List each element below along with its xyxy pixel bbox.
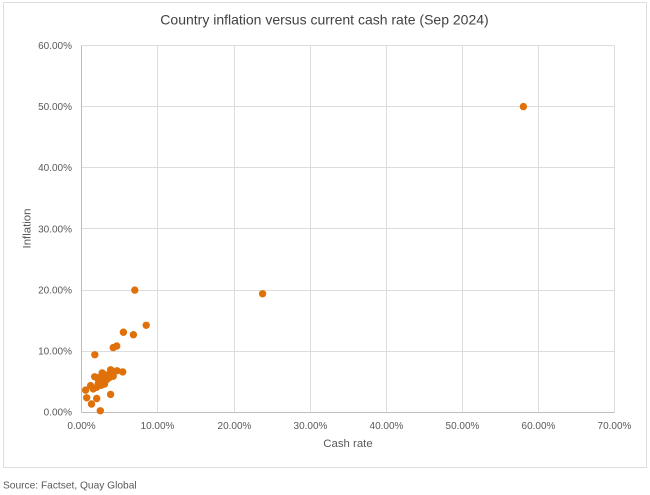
svg-text:30.00%: 30.00% bbox=[294, 421, 328, 432]
svg-text:40.00%: 40.00% bbox=[38, 163, 72, 174]
svg-text:60.00%: 60.00% bbox=[38, 41, 72, 52]
svg-text:Inflation: Inflation bbox=[22, 209, 34, 249]
svg-text:Country inflation versus curre: Country inflation versus current cash ra… bbox=[160, 12, 488, 28]
svg-text:40.00%: 40.00% bbox=[370, 421, 404, 432]
svg-text:30.00%: 30.00% bbox=[38, 224, 72, 235]
svg-text:0.00%: 0.00% bbox=[44, 408, 72, 419]
svg-text:10.00%: 10.00% bbox=[38, 347, 72, 358]
svg-text:Cash rate: Cash rate bbox=[323, 438, 372, 450]
svg-text:Source: Factset, Quay Global: Source: Factset, Quay Global bbox=[3, 481, 137, 492]
svg-text:10.00%: 10.00% bbox=[141, 421, 175, 432]
svg-text:70.00%: 70.00% bbox=[598, 421, 632, 432]
svg-text:50.00%: 50.00% bbox=[38, 102, 72, 113]
svg-text:50.00%: 50.00% bbox=[446, 421, 480, 432]
svg-text:60.00%: 60.00% bbox=[522, 421, 556, 432]
svg-text:0.00%: 0.00% bbox=[67, 421, 95, 432]
svg-text:20.00%: 20.00% bbox=[218, 421, 252, 432]
svg-text:20.00%: 20.00% bbox=[38, 286, 72, 297]
